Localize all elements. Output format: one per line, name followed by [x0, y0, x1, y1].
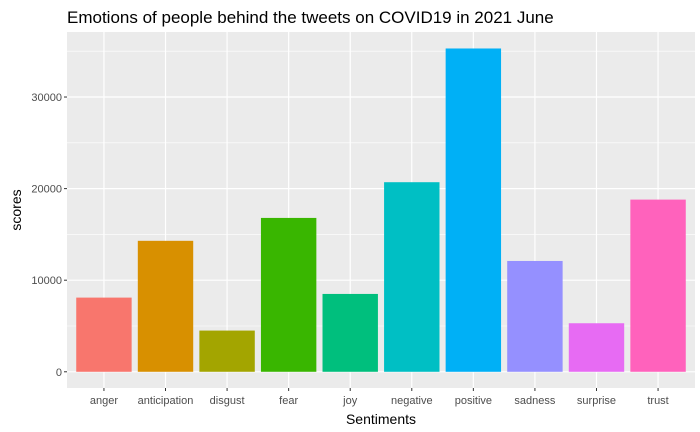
x-tick-label-anger: anger [90, 395, 118, 407]
bar-surprise [568, 323, 625, 372]
bar-disgust [199, 330, 255, 372]
x-tick-label-joy: joy [342, 395, 358, 407]
y-axis-title: scores [8, 189, 24, 230]
y-tick-label: 20000 [31, 184, 62, 196]
y-tick-label: 30000 [31, 92, 62, 104]
bar-negative [384, 182, 440, 372]
x-tick-label-anticipation: anticipation [138, 395, 194, 407]
x-axis-title: Sentiments [346, 411, 416, 427]
y-tick-label: 10000 [31, 275, 62, 287]
x-tick-label-positive: positive [455, 395, 492, 407]
x-tick-label-sadness: sadness [514, 395, 555, 407]
bar-sadness [507, 260, 563, 372]
bar-fear [260, 217, 317, 372]
bar-anger [76, 297, 132, 372]
x-axis: anger anticipation disgust fear joy negative p… [90, 388, 669, 407]
x-tick-label-fear: fear [279, 395, 298, 407]
x-tick-label-negative: negative [391, 395, 433, 407]
bar-positive [445, 48, 502, 372]
bars [76, 48, 686, 372]
y-axis: 0 10000 20000 30000 [31, 92, 67, 379]
x-tick-label-disgust: disgust [210, 395, 245, 407]
bar-trust [630, 199, 686, 372]
chart-title: Emotions of people behind the tweets on … [67, 8, 554, 27]
y-tick-label: 0 [56, 367, 62, 379]
bar-joy [322, 293, 378, 372]
bar-anticipation [137, 240, 194, 372]
x-tick-label-surprise: surprise [577, 395, 616, 407]
x-tick-label-trust: trust [647, 395, 668, 407]
